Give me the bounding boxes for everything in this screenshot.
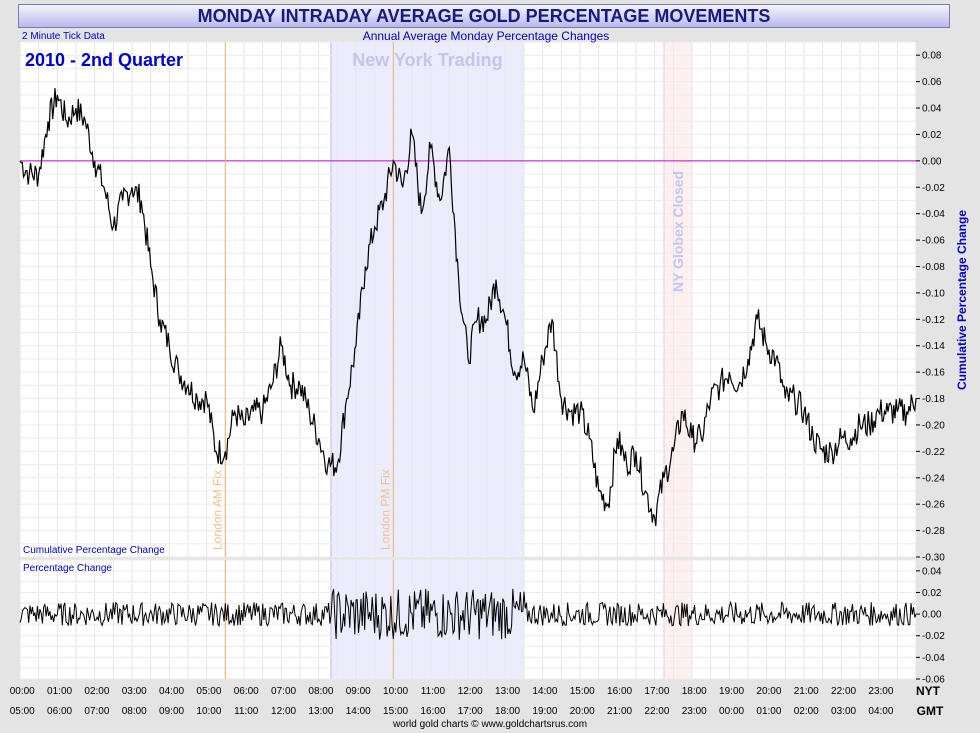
- x-tick-label-nyt: 01:00: [47, 686, 72, 697]
- x-tick-label-gmt: 22:00: [644, 706, 669, 717]
- x-tick-label-gmt: 12:00: [271, 706, 296, 717]
- x-tick-label-nyt: 15:00: [570, 686, 595, 697]
- y-tick-label: -0.30: [922, 553, 945, 564]
- percentage-change-series-line: [19, 588, 917, 640]
- y-tick-label: 0.04: [922, 566, 942, 577]
- y-tick-label: -0.02: [922, 631, 945, 642]
- x-tick-label-nyt: 05:00: [196, 686, 221, 697]
- y-tick-label: 0.02: [922, 588, 942, 599]
- y-tick-label: -0.06: [922, 236, 945, 247]
- x-tick-label-gmt: 04:00: [868, 706, 893, 717]
- title-bar: MONDAY INTRADAY AVERAGE GOLD PERCENTAGE …: [18, 4, 950, 28]
- ny-trading-label: New York Trading: [352, 50, 502, 70]
- nyt-axis-label: NYT: [916, 684, 941, 698]
- x-tick-label-nyt: 11:00: [421, 686, 446, 697]
- x-tick-label-nyt: 06:00: [234, 686, 259, 697]
- x-tick-label-nyt: 16:00: [607, 686, 632, 697]
- y-tick-label: 0.00: [922, 156, 942, 167]
- x-tick-label-nyt: 00:00: [10, 686, 35, 697]
- x-tick-label-nyt: 22:00: [831, 686, 856, 697]
- y-tick-label: -0.04: [922, 653, 945, 664]
- y-tick-label: -0.04: [922, 209, 945, 220]
- x-tick-label-gmt: 05:00: [10, 706, 35, 717]
- x-tick-label-nyt: 09:00: [346, 686, 371, 697]
- y-tick-label: -0.20: [922, 420, 945, 431]
- period-label: 2010 - 2nd Quarter: [25, 50, 183, 70]
- x-tick-label-nyt: 19:00: [719, 686, 744, 697]
- x-tick-label-nyt: 08:00: [308, 686, 333, 697]
- gmt-axis-label: GMT: [917, 704, 944, 718]
- y-axis-label: Cumulative Percentage Change: [955, 210, 969, 390]
- y-tick-label: -0.26: [922, 500, 945, 511]
- x-tick-label-nyt: 21:00: [794, 686, 819, 697]
- cumulative-series-line: [19, 88, 917, 527]
- y-tick-label: -0.18: [922, 394, 945, 405]
- x-tick-label-gmt: 09:00: [159, 706, 184, 717]
- y-tick-label: 0.06: [922, 77, 942, 88]
- x-tick-label-gmt: 17:00: [458, 706, 483, 717]
- x-tick-label-nyt: 20:00: [756, 686, 781, 697]
- y-tick-label: -0.24: [922, 473, 945, 484]
- x-tick-label-nyt: 10:00: [383, 686, 408, 697]
- x-tick-label-nyt: 02:00: [84, 686, 109, 697]
- globex-closed-label: NY Globex Closed: [670, 171, 686, 292]
- x-tick-label-gmt: 20:00: [570, 706, 595, 717]
- x-tick-label-gmt: 01:00: [756, 706, 781, 717]
- y-tick-label: 0.04: [922, 104, 942, 115]
- y-tick-label: -0.12: [922, 315, 945, 326]
- y-tick-label: -0.14: [922, 341, 945, 352]
- x-tick-label-gmt: 14:00: [346, 706, 371, 717]
- chart-title: MONDAY INTRADAY AVERAGE GOLD PERCENTAGE …: [197, 6, 771, 26]
- x-tick-label-nyt: 04:00: [159, 686, 184, 697]
- x-tick-label-gmt: 03:00: [831, 706, 856, 717]
- x-tick-label-nyt: 12:00: [458, 686, 483, 697]
- footer-credit: world gold charts © www.goldchartsrus.co…: [392, 719, 587, 730]
- x-tick-label-gmt: 10:00: [196, 706, 221, 717]
- ny-trading-band: [330, 559, 525, 680]
- x-tick-label-nyt: 03:00: [122, 686, 147, 697]
- y-tick-label: -0.22: [922, 447, 945, 458]
- x-tick-label-gmt: 02:00: [794, 706, 819, 717]
- x-tick-label-gmt: 08:00: [122, 706, 147, 717]
- x-tick-label-nyt: 07:00: [271, 686, 296, 697]
- tick-data-note: 2 Minute Tick Data: [22, 31, 105, 42]
- x-tick-label-nyt: 17:00: [644, 686, 669, 697]
- london-am-fix-label: London AM Fix: [210, 470, 224, 550]
- x-tick-label-gmt: 15:00: [383, 706, 408, 717]
- x-tick-label-gmt: 21:00: [607, 706, 632, 717]
- x-tick-label-gmt: 07:00: [84, 706, 109, 717]
- x-tick-label-gmt: 16:00: [420, 706, 445, 717]
- x-tick-label-gmt: 11:00: [234, 706, 259, 717]
- change-panel-label: Percentage Change: [23, 563, 112, 574]
- x-tick-label-gmt: 13:00: [308, 706, 333, 717]
- y-tick-label: -0.16: [922, 368, 945, 379]
- x-tick-label-gmt: 00:00: [719, 706, 744, 717]
- y-tick-label: -0.08: [922, 262, 945, 273]
- chart-subtitle: Annual Average Monday Percentage Changes: [363, 29, 610, 43]
- y-tick-label: 0.02: [922, 130, 942, 141]
- x-tick-label-gmt: 06:00: [47, 706, 72, 717]
- y-tick-label: -0.06: [922, 675, 945, 686]
- y-tick-label: 0.00: [922, 610, 942, 621]
- x-tick-label-gmt: 19:00: [532, 706, 557, 717]
- x-tick-label-nyt: 14:00: [532, 686, 557, 697]
- y-tick-label: -0.10: [922, 288, 945, 299]
- x-tick-label-nyt: 13:00: [495, 686, 520, 697]
- y-tick-label: 0.08: [922, 51, 942, 62]
- cumulative-panel-label: Cumulative Percentage Change: [23, 545, 165, 556]
- y-tick-label: -0.28: [922, 526, 945, 537]
- x-tick-label-nyt: 23:00: [868, 686, 893, 697]
- y-tick-label: -0.02: [922, 183, 945, 194]
- x-tick-label-gmt: 23:00: [682, 706, 707, 717]
- x-tick-label-nyt: 18:00: [682, 686, 707, 697]
- x-tick-label-gmt: 18:00: [495, 706, 520, 717]
- london-pm-fix-label: London PM Fix: [378, 469, 392, 550]
